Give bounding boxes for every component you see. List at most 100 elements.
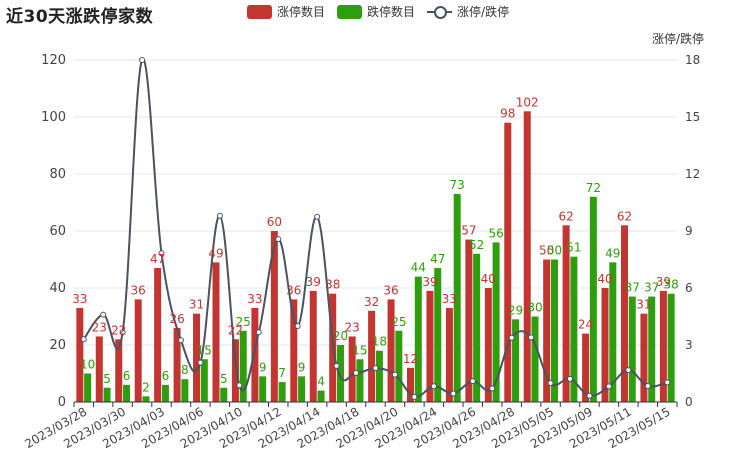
bar-down-label: 7 — [278, 366, 286, 380]
right-axis-tick-label: 15 — [685, 110, 700, 124]
bar-down — [356, 359, 364, 402]
bar-down — [512, 319, 520, 402]
right-axis-tick-label: 18 — [685, 53, 700, 67]
bar-down — [336, 345, 344, 402]
bar-up — [173, 327, 181, 402]
bar-down-label: 2 — [142, 380, 150, 394]
bar-down-label: 20 — [333, 329, 348, 343]
bar-down-label: 4 — [317, 375, 325, 389]
bar-up — [76, 307, 84, 402]
bar-down-label: 37 — [625, 281, 640, 295]
bar-down — [570, 256, 578, 402]
bar-up — [543, 259, 551, 402]
right-axis-tick-label: 12 — [685, 167, 700, 181]
bar-up — [484, 288, 492, 402]
bar-down — [200, 359, 208, 402]
bar-down-label: 50 — [547, 244, 562, 258]
bar-down — [609, 262, 617, 402]
ratio-point — [333, 362, 340, 369]
bar-down — [220, 387, 228, 402]
bar-down-label: 47 — [430, 252, 445, 266]
bar-down-label: 38 — [664, 278, 679, 292]
bar-down-label: 49 — [605, 246, 620, 260]
bar-up — [115, 339, 123, 402]
left-axis-tick-label: 40 — [49, 281, 66, 296]
right-axis-tick-label: 3 — [685, 338, 693, 352]
right-axis-tick-label: 9 — [685, 224, 693, 238]
bar-up-label: 39 — [656, 275, 671, 289]
ratio-point — [450, 390, 457, 397]
ratio-point — [528, 334, 535, 341]
bar-down — [278, 382, 286, 402]
bar-up — [407, 367, 415, 402]
ratio-point — [236, 382, 243, 389]
bar-up-label: 32 — [364, 295, 379, 309]
legend-item-ratio[interactable]: 涨停/跌停 — [427, 3, 509, 20]
bar-up — [95, 336, 103, 402]
bar-down-label: 15 — [352, 343, 367, 357]
legend-item-up[interactable]: 涨停数目 — [247, 3, 325, 20]
bar-up — [620, 225, 628, 402]
bar-down-label: 6 — [123, 369, 131, 383]
ratio-point — [391, 371, 398, 378]
bar-down-label: 51 — [566, 241, 581, 255]
ratio-point — [547, 380, 554, 386]
left-axis-tick-label: 20 — [49, 338, 66, 353]
bar-down — [395, 330, 403, 402]
bar-up — [640, 313, 648, 402]
ratio-point — [177, 337, 184, 344]
bar-up — [368, 310, 376, 402]
bar-down-label: 72 — [586, 181, 601, 195]
right-axis-name: 涨停/跌停 — [651, 32, 704, 46]
ratio-point — [605, 383, 612, 390]
bar-down — [648, 296, 656, 402]
bar-up-label: 23 — [345, 320, 360, 334]
ratio-point — [586, 392, 593, 399]
bar-down-label: 44 — [411, 261, 426, 275]
bar-up-label: 33 — [247, 292, 262, 306]
legend-item-down[interactable]: 跌停数目 — [337, 3, 415, 20]
bar-up-label: 38 — [325, 278, 340, 292]
ratio-point — [430, 383, 437, 390]
bar-down — [492, 242, 500, 402]
ratio-point — [255, 329, 262, 336]
bar-up-label: 50 — [539, 244, 554, 258]
ratio-point — [275, 236, 282, 243]
bar-down — [667, 293, 675, 402]
legend-swatch-up — [247, 4, 272, 19]
ratio-point — [625, 367, 632, 374]
ratio-point — [567, 375, 574, 382]
bar-up — [134, 299, 142, 402]
ratio-point — [644, 383, 651, 390]
bar-up — [504, 122, 512, 402]
legend-label-ratio: 涨停/跌停 — [457, 5, 510, 19]
ratio-point — [469, 378, 476, 385]
bar-down — [434, 268, 442, 402]
bar-up — [231, 339, 239, 402]
bar-up-label: 40 — [481, 272, 496, 286]
bar-down — [628, 296, 636, 402]
bar-up-label: 31 — [636, 298, 651, 312]
bar-down-label: 25 — [236, 315, 251, 329]
bar-up — [659, 290, 667, 402]
bar-up-label: 98 — [500, 107, 515, 121]
ratio-point — [372, 365, 379, 372]
bar-up — [348, 336, 356, 402]
bar-down — [298, 376, 306, 402]
bar-up — [193, 313, 201, 402]
legend-label-up: 涨停数目 — [277, 5, 326, 19]
chart-title: 近30天涨跌停家数 — [6, 7, 154, 27]
bar-down — [531, 316, 539, 402]
bar-down — [589, 196, 597, 402]
ratio-point — [353, 369, 360, 376]
bar-up-label: 62 — [558, 209, 573, 223]
bar-up — [387, 299, 395, 402]
bar-up-label: 22 — [111, 323, 126, 337]
bar-down-label: 9 — [259, 360, 267, 374]
bar-down — [414, 276, 422, 402]
left-axis-tick-label: 0 — [58, 395, 66, 410]
bar-up-label: 47 — [150, 252, 165, 266]
right-axis-tick-label: 6 — [685, 281, 693, 295]
bar-down-label: 8 — [181, 363, 189, 377]
